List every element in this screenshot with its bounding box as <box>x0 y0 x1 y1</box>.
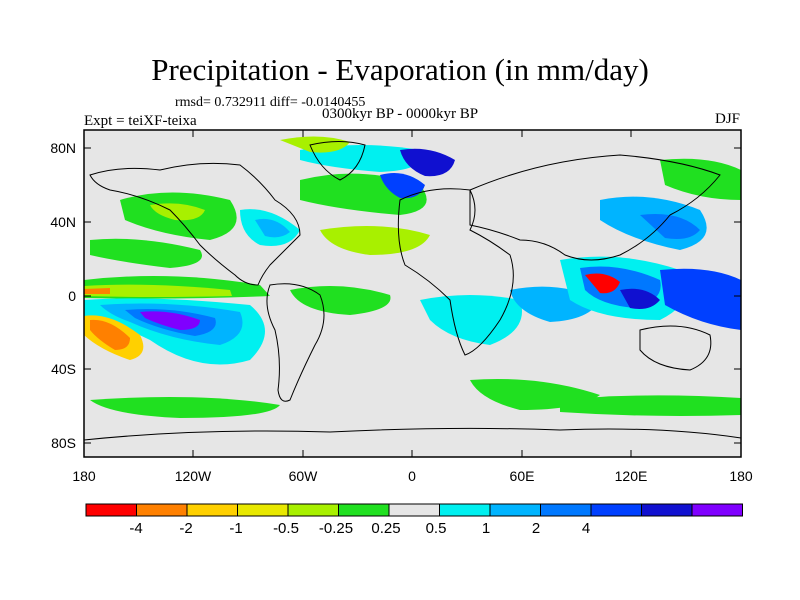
colorbar-label: -0.5 <box>273 520 299 537</box>
y-tick-80n: 80N <box>50 140 76 156</box>
y-tick-80s: 80S <box>51 435 76 451</box>
asia-outline <box>469 154 721 261</box>
colorbar-box <box>237 503 289 517</box>
season-label: DJF <box>714 111 740 127</box>
colorbar-box <box>287 503 339 517</box>
y-tick-40s: 40S <box>51 361 76 377</box>
colorbar-box <box>540 503 592 517</box>
south-america-outline <box>266 283 325 402</box>
colorbar-label: -4 <box>129 520 143 537</box>
colorbar-label: 4 <box>581 520 591 537</box>
x-tick-60e: 60E <box>509 468 535 484</box>
axis-ticks <box>83 130 742 457</box>
colorbar-label: -1 <box>229 520 243 537</box>
y-tick-0: 0 <box>68 288 76 304</box>
colorbar <box>85 503 743 517</box>
x-tick-120e: 120E <box>614 468 648 484</box>
x-tick-120w: 120W <box>174 468 212 484</box>
europe-africa-outline <box>397 188 514 356</box>
colorbar-box <box>691 503 743 517</box>
colorbar-box <box>641 503 693 517</box>
colorbar-box <box>186 503 238 517</box>
colorbar-label: 1 <box>481 520 491 537</box>
colorbar-box <box>439 503 491 517</box>
north-america-outline <box>89 162 301 286</box>
x-tick-0: 0 <box>408 468 416 484</box>
colorbar-box <box>136 503 188 517</box>
colorbar-box <box>590 503 642 517</box>
x-tick-180w: 180 <box>72 468 96 484</box>
y-tick-40n: 40N <box>50 214 76 230</box>
stats-label: rmsd= 0.732911 diff= -0.0140455 <box>175 95 366 110</box>
colorbar-label: 2 <box>531 520 541 537</box>
colorbar-label: 0.25 <box>371 520 401 537</box>
colorbar-box <box>388 503 440 517</box>
map-title: Precipitation - Evaporation (in mm/day) <box>151 52 649 87</box>
period-label: 0300kyr BP - 0000kyr BP <box>322 106 479 122</box>
greenland-outline <box>309 141 366 181</box>
colorbar-label: 0.5 <box>425 520 447 537</box>
x-tick-180e: 180 <box>729 468 753 484</box>
colorbar-box <box>85 503 137 517</box>
anomaly-fields <box>84 136 741 418</box>
colorbar-box <box>489 503 541 517</box>
colorbar-label: -2 <box>179 520 193 537</box>
antarctica-outline <box>83 427 742 441</box>
experiment-label: Expt = teiXF-teixa <box>84 113 197 129</box>
australia-outline <box>639 325 712 371</box>
x-tick-60w: 60W <box>288 468 318 484</box>
colorbar-box <box>338 503 390 517</box>
colorbar-label: -0.25 <box>318 520 354 537</box>
coastlines <box>83 141 742 441</box>
